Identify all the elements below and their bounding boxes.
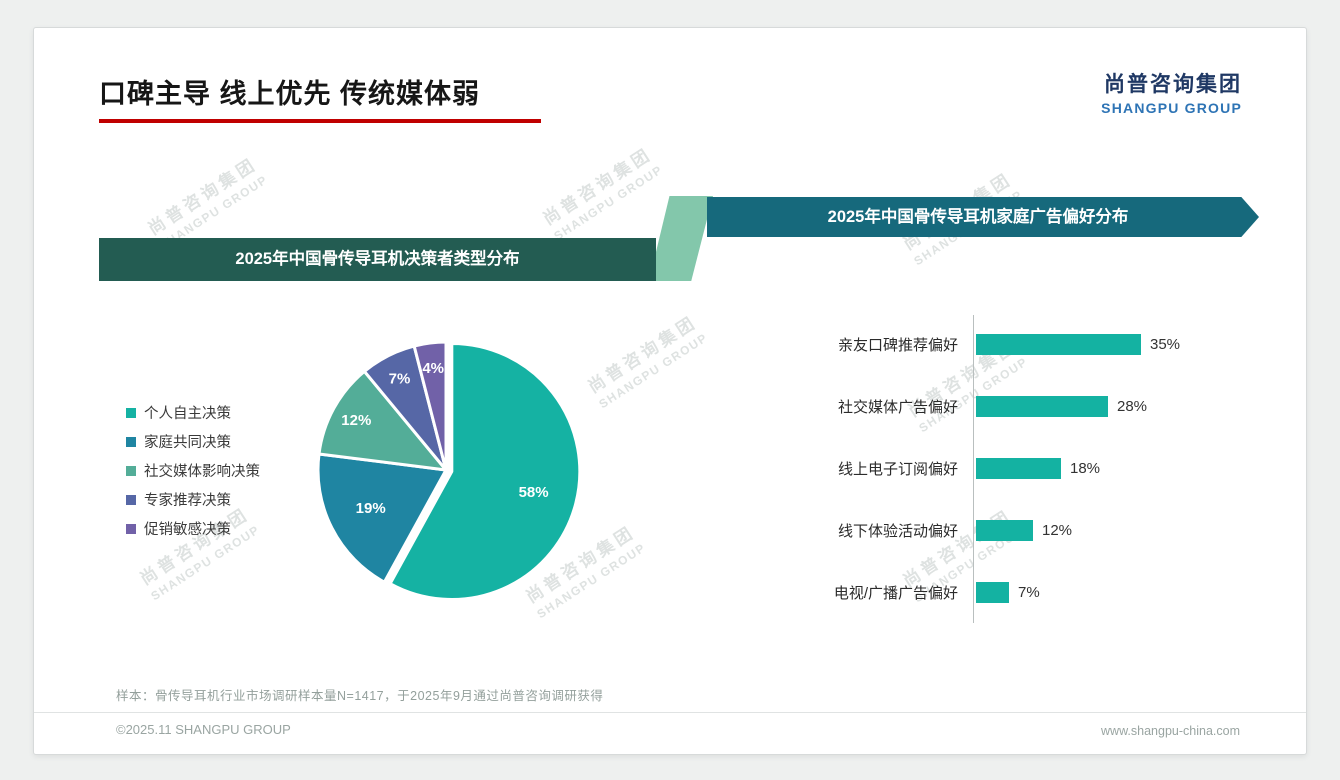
bar-chart-title: 2025年中国骨传导耳机家庭广告偏好分布 — [827, 208, 1129, 226]
pie-data-label: 12% — [341, 412, 371, 429]
bar-category-label: 线上电子订阅偏好 — [837, 460, 958, 478]
bar-value-label: 28% — [1117, 397, 1148, 415]
legend-label: 专家推荐决策 — [144, 493, 231, 509]
legend-item: 家庭共同决策 — [126, 427, 260, 456]
legend-item: 专家推荐决策 — [126, 485, 260, 514]
sample-footnote: 样本：骨传导耳机行业市场调研样本量N=1417，于2025年9月通过尚普咨询调研… — [116, 689, 604, 703]
pie-data-label: 58% — [519, 484, 549, 501]
bar-category-label: 电视/广播广告偏好 — [833, 584, 958, 602]
bar-row: 线下体验活动偏好 12% — [794, 499, 1244, 561]
legend-swatch — [126, 494, 136, 505]
pie-chart-title: 2025年中国骨传导耳机决策者类型分布 — [235, 250, 520, 268]
watermark-cn: 尚普咨询集团 — [144, 154, 261, 239]
bar — [976, 457, 1061, 479]
pie-slice-1 — [316, 452, 448, 584]
bar-value-label: 12% — [1042, 521, 1073, 539]
bar — [976, 581, 1009, 603]
legend-swatch — [126, 407, 136, 418]
watermark-cn: 尚普咨询集团 — [539, 144, 656, 229]
legend-swatch — [126, 465, 136, 476]
legend-label: 个人自主决策 — [144, 406, 231, 422]
logo-en-text: SHANGPU GROUP — [1101, 100, 1242, 116]
pie-legend: 个人自主决策 家庭共同决策社交媒体影响决策 专家推荐决策 促销敏感决策 — [126, 398, 260, 543]
bar-row: 线上电子订阅偏好 18% — [794, 437, 1244, 499]
legend-swatch — [126, 523, 136, 534]
bar — [976, 333, 1141, 355]
bar-row: 电视/广播广告偏好 7% — [794, 561, 1244, 623]
bar-category-label: 亲友口碑推荐偏好 — [837, 336, 958, 354]
footer-copyright: ©2025.11 SHANGPU GROUP — [116, 722, 291, 737]
bar-chart: 亲友口碑推荐偏好 35% 社交媒体广告偏好 28% 线上电子订阅偏好 18% 线下体验活动偏… — [794, 313, 1244, 625]
title-block: 口碑主导 线上优先 传统媒体弱 — [99, 72, 541, 123]
legend-item: 促销敏感决策 — [126, 514, 260, 543]
bar-value-label: 35% — [1150, 335, 1181, 353]
bar-row: 社交媒体广告偏好 28% — [794, 375, 1244, 437]
bar-row: 亲友口碑推荐偏好 35% — [794, 313, 1244, 375]
slide-card: 尚普咨询集团 SHANGPU GROUP 尚普咨询集团 SHANGPU GROUP 尚普… — [33, 27, 1307, 755]
legend-label: 社交媒体影响决策 — [144, 464, 260, 480]
pie-slice-0 — [388, 341, 582, 601]
legend-swatch — [126, 436, 136, 447]
title-underline — [99, 119, 541, 123]
page-title: 口碑主导 线上优先 传统媒体弱 — [99, 79, 481, 109]
bar-category-label: 社交媒体广告偏好 — [837, 398, 958, 416]
pie-chart-title-banner: 2025年中国骨传导耳机决策者类型分布 — [99, 238, 656, 281]
legend-label: 促销敏感决策 — [144, 522, 231, 538]
legend-label: 家庭共同决策 — [144, 435, 231, 451]
pie-data-label: 4% — [422, 360, 444, 377]
logo-cn-text: 尚普咨询集团 — [1104, 73, 1242, 96]
footer-divider — [34, 712, 1306, 713]
pie-data-label: 19% — [356, 500, 386, 517]
banner-connector-ribbon — [649, 196, 713, 281]
pie-slice-4 — [412, 340, 448, 472]
bar — [976, 519, 1033, 541]
legend-item: 社交媒体影响决策 — [126, 456, 260, 485]
pie-chart: 58% 19% 12% 7% 4% — [276, 300, 616, 640]
bar-category-label: 线下体验活动偏好 — [837, 522, 958, 540]
legend-item: 个人自主决策 — [126, 398, 260, 427]
bar-value-label: 18% — [1070, 459, 1101, 477]
bar — [976, 395, 1108, 417]
bar-chart-title-banner: 2025年中国骨传导耳机家庭广告偏好分布 — [707, 197, 1259, 237]
bar-axis-line — [973, 315, 974, 623]
bar-value-label: 7% — [1018, 583, 1040, 601]
footer-website: www.shangpu-china.com — [1101, 724, 1240, 738]
pie-data-label: 7% — [389, 370, 411, 387]
pie-svg: 58% 19% 12% 7% 4% — [316, 340, 582, 601]
pie-slice-2 — [317, 369, 448, 472]
company-logo: 尚普咨询集团 SHANGPU GROUP — [1101, 68, 1242, 116]
